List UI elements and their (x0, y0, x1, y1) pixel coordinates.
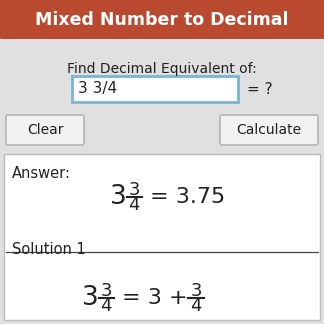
Text: Calculate: Calculate (237, 123, 302, 137)
Text: 3: 3 (100, 282, 112, 300)
Text: 3: 3 (190, 282, 202, 300)
FancyBboxPatch shape (4, 154, 320, 320)
Text: 3: 3 (82, 285, 98, 311)
Text: 3: 3 (128, 181, 140, 199)
Text: Mixed Number to Decimal: Mixed Number to Decimal (35, 11, 289, 29)
Text: 3: 3 (110, 184, 126, 210)
Text: 4: 4 (190, 297, 202, 315)
Text: Find Decimal Equivalent of:: Find Decimal Equivalent of: (67, 62, 257, 76)
Text: = 3.75: = 3.75 (150, 187, 225, 207)
Text: 4: 4 (128, 196, 140, 214)
Text: = ?: = ? (247, 82, 272, 97)
Text: = 3 +: = 3 + (122, 288, 188, 308)
Text: 3 3/4: 3 3/4 (78, 82, 117, 97)
FancyBboxPatch shape (0, 0, 324, 39)
FancyBboxPatch shape (220, 115, 318, 145)
Text: Clear: Clear (27, 123, 63, 137)
Text: 4: 4 (100, 297, 112, 315)
Text: Solution 1: Solution 1 (12, 242, 86, 257)
FancyBboxPatch shape (6, 115, 84, 145)
Text: Answer:: Answer: (12, 166, 71, 181)
FancyBboxPatch shape (72, 76, 238, 102)
